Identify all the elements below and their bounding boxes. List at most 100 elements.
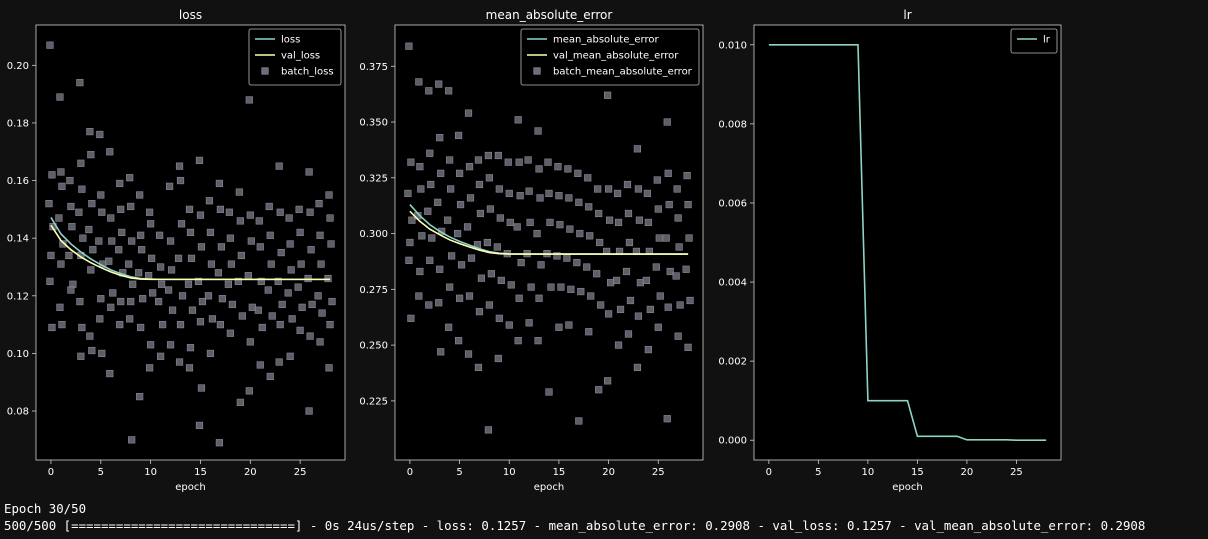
- batch-point: [77, 352, 85, 360]
- x-tick-label: 15: [553, 467, 566, 478]
- batch-point: [68, 223, 76, 231]
- batch-point: [493, 243, 501, 251]
- batch-point: [248, 303, 256, 311]
- batch-point: [236, 217, 244, 225]
- batch-point: [614, 341, 623, 349]
- batch-point: [484, 426, 492, 434]
- batch-point: [55, 214, 63, 222]
- batch-point: [276, 208, 284, 216]
- batch-point: [475, 180, 484, 189]
- batch-point: [642, 276, 650, 285]
- batch-point: [654, 205, 662, 213]
- batch-point: [495, 185, 503, 193]
- batch-point: [325, 364, 333, 372]
- batch-point: [256, 243, 264, 251]
- batch-point: [454, 337, 463, 345]
- batch-point: [682, 265, 690, 273]
- batch-point: [624, 330, 633, 338]
- batch-point: [506, 218, 514, 227]
- x-axis-label: epoch: [534, 482, 564, 493]
- y-tick-label: 0.350: [359, 118, 388, 129]
- batch-point: [425, 87, 433, 95]
- batch-point: [672, 272, 680, 280]
- batch-point: [425, 301, 433, 309]
- batch-point: [175, 358, 184, 366]
- batch-point: [426, 256, 434, 264]
- batch-point: [78, 323, 86, 332]
- batch-point: [622, 267, 631, 276]
- batch-point: [595, 209, 603, 218]
- batch-point: [456, 200, 465, 209]
- batch-point: [46, 277, 54, 285]
- y-tick-label: 0.002: [718, 357, 747, 368]
- batch-point: [87, 266, 95, 274]
- batch-point: [185, 205, 194, 213]
- batch-point: [436, 134, 444, 142]
- y-tick-label: 0.006: [718, 198, 747, 209]
- batch-point: [655, 234, 663, 242]
- batch-point: [127, 202, 135, 211]
- batch-point: [227, 260, 235, 268]
- batch-point: [296, 326, 304, 334]
- batch-point: [59, 240, 67, 248]
- batch-point: [526, 218, 534, 227]
- batch-point: [584, 174, 592, 182]
- scatter-batch_mean_absolute_error: [404, 42, 694, 434]
- batch-point: [216, 321, 225, 329]
- batch-point: [537, 261, 545, 269]
- batch-point: [515, 294, 523, 302]
- legend-box: [248, 28, 342, 86]
- batch-point: [95, 237, 103, 245]
- batch-point: [606, 279, 615, 287]
- batch-point: [596, 238, 604, 247]
- batch-point: [616, 305, 625, 314]
- batch-point: [477, 274, 486, 282]
- batch-point: [505, 189, 513, 198]
- batch-point: [137, 323, 145, 332]
- batch-point: [156, 231, 164, 239]
- batch-point: [664, 303, 672, 311]
- batch-point: [326, 214, 334, 222]
- batch-point: [325, 191, 333, 199]
- batch-point: [45, 200, 53, 208]
- legend: lr: [1010, 28, 1058, 54]
- batch-point: [624, 209, 633, 218]
- chart-panel-1: 0 5 10 15 20 25 0.225 0.250 0.275 0.300 0.325 0.350…: [359, 8, 704, 493]
- batch-point: [583, 263, 591, 271]
- batch-point: [446, 283, 454, 291]
- batch-point: [565, 321, 573, 329]
- batch-point: [247, 237, 255, 245]
- batch-point: [208, 315, 217, 323]
- batch-point: [614, 218, 623, 227]
- batch-point: [505, 321, 513, 329]
- batch-point: [563, 254, 571, 262]
- batch-point: [536, 194, 544, 202]
- batch-point: [664, 169, 672, 177]
- batch-point: [514, 116, 522, 124]
- batch-point: [635, 216, 644, 224]
- y-tick-label: 0.000: [718, 436, 747, 447]
- batch-point: [164, 286, 173, 294]
- batch-point: [507, 281, 515, 289]
- batch-point: [546, 218, 554, 227]
- legend-label-val_mean_absolute_error: val_mean_absolute_error: [553, 51, 679, 62]
- batch-point: [176, 321, 185, 329]
- batch-point: [633, 363, 642, 372]
- batch-point: [118, 228, 126, 237]
- x-tick-label: 25: [1010, 467, 1023, 478]
- batch-point: [547, 283, 555, 291]
- batch-point: [474, 156, 483, 164]
- batch-point: [494, 151, 502, 160]
- batch-point: [496, 214, 504, 222]
- batch-point: [634, 312, 643, 320]
- batch-point: [226, 234, 234, 242]
- batch-point: [684, 200, 692, 209]
- batch-point: [66, 176, 74, 185]
- batch-point: [185, 364, 194, 372]
- batch-point: [244, 272, 252, 280]
- batch-point: [58, 182, 66, 190]
- y-tick-label: 0.10: [7, 349, 29, 360]
- batch-point: [555, 192, 563, 200]
- batch-point: [105, 257, 113, 265]
